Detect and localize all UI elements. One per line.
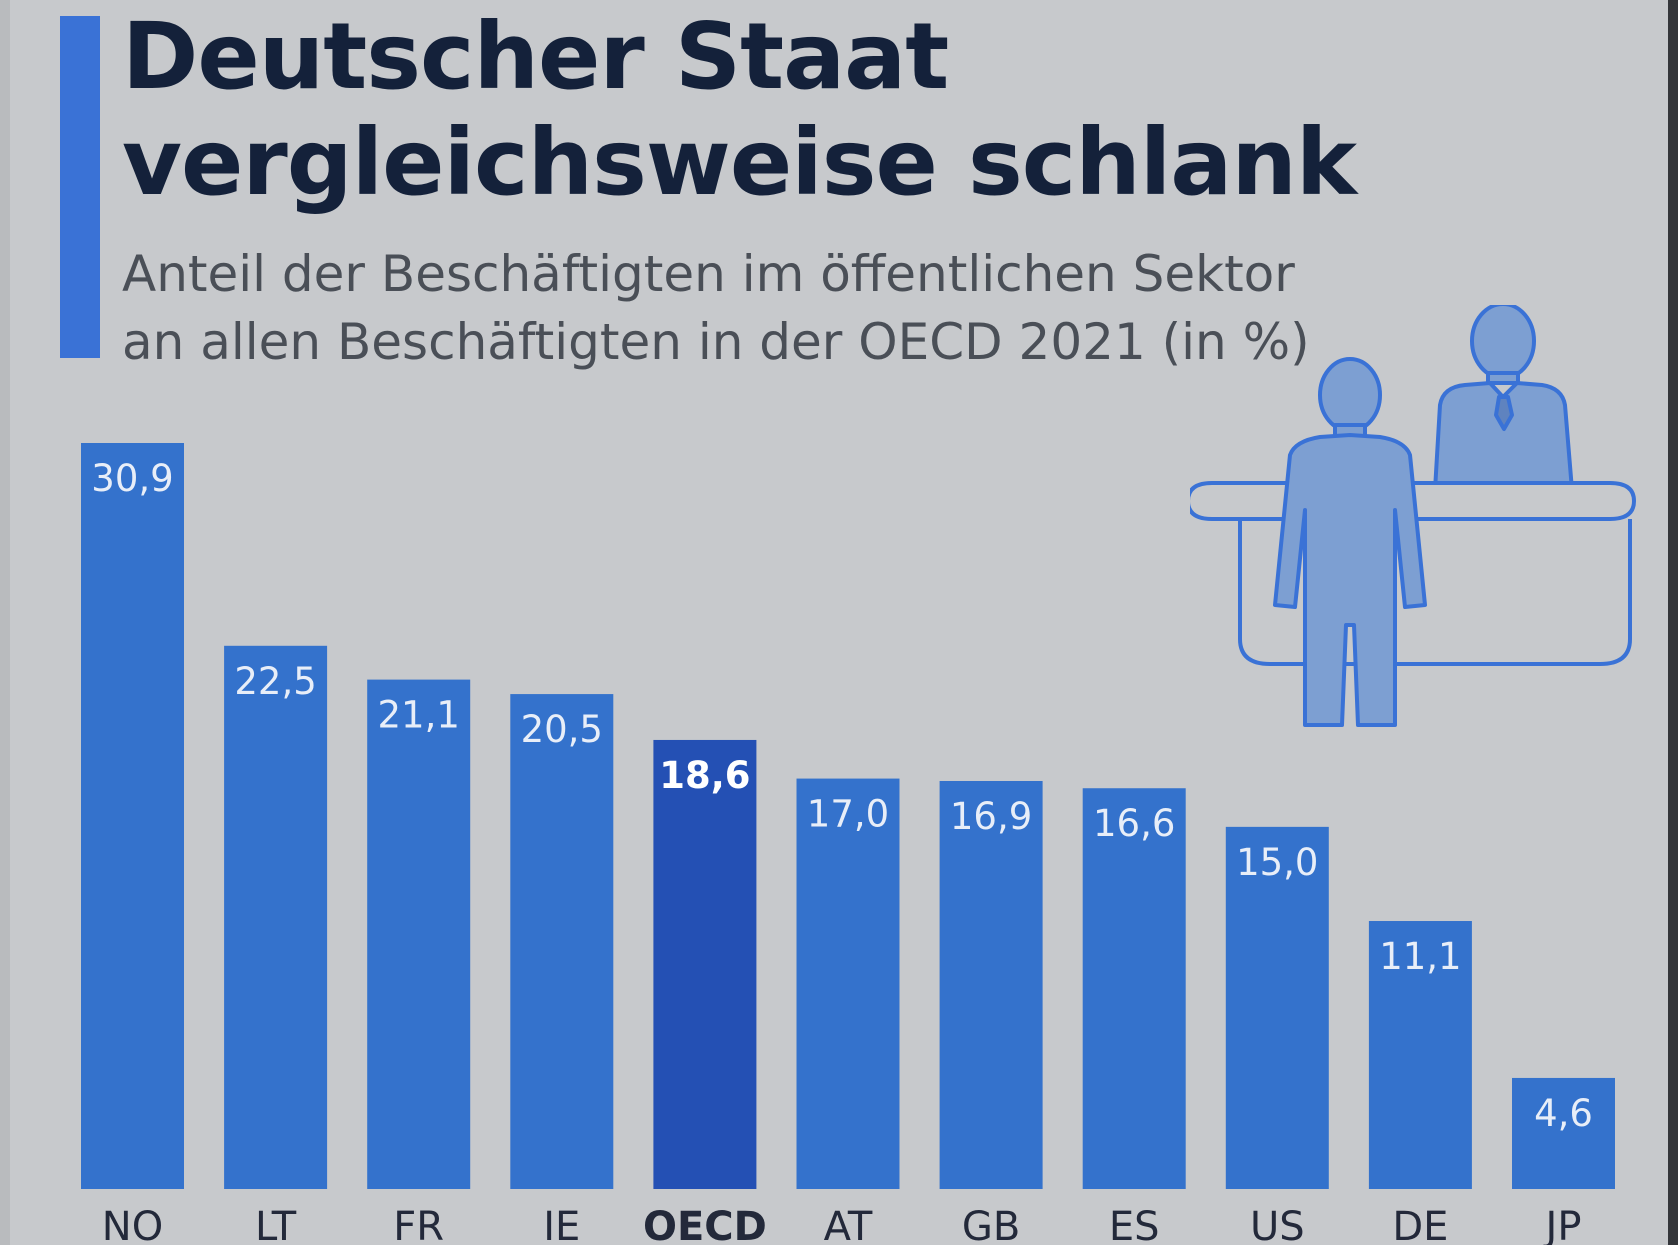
clerk-figure-icon [1433,305,1574,492]
bar-es [1082,788,1186,1189]
bar-ie [510,694,614,1189]
desk-body-icon [1238,519,1632,666]
category-label-ie: IE [543,1204,580,1245]
value-label-us: 15,0 [1236,841,1318,884]
chart-title: Deutscher Staat vergleichsweise schlank [122,4,1522,216]
category-label-lt: LT [255,1204,297,1245]
category-label-jp: JP [1543,1204,1582,1245]
bar-lt [224,645,328,1189]
value-label-fr: 21,1 [378,694,460,737]
subtitle-line-2: an allen Beschäftigten in der OECD 2021 … [122,313,1310,371]
value-label-de: 11,1 [1379,935,1461,978]
bar-oecd [653,739,757,1189]
category-label-de: DE [1392,1204,1448,1245]
category-label-gb: GB [962,1204,1020,1245]
title-line-1: Deutscher Staat [122,3,949,110]
subtitle-line-1: Anteil der Beschäftigten im öffentlichen… [122,245,1295,303]
left-edge-strip [0,0,10,1245]
value-label-es: 16,6 [1093,802,1175,845]
bar-de [1368,921,1472,1189]
chart-subtitle: Anteil der Beschäftigten im öffentlichen… [122,240,1422,376]
value-label-no: 30,9 [91,457,173,500]
bar-us [1225,826,1329,1189]
bar-at [796,778,900,1189]
category-label-us: US [1250,1204,1305,1245]
category-label-no: NO [102,1204,163,1245]
value-label-lt: 22,5 [234,660,316,703]
value-label-at: 17,0 [807,793,889,836]
bar-jp [1512,1077,1615,1189]
category-label-es: ES [1109,1204,1160,1245]
category-label-oecd: OECD [643,1204,767,1245]
bar-gb [939,780,1043,1189]
value-label-jp: 4,6 [1534,1092,1593,1135]
value-label-gb: 16,9 [950,795,1032,838]
customer-figure-icon [1273,357,1427,727]
bar-no [81,443,184,1189]
value-label-ie: 20,5 [521,708,603,751]
category-label-fr: FR [393,1204,444,1245]
bar-fr [367,679,471,1189]
title-line-2: vergleichsweise schlank [122,109,1357,216]
title-accent-bar [60,16,100,358]
value-label-oecd: 18,6 [659,754,750,797]
right-edge-strip [1668,0,1678,1245]
service-desk-people-icon [1190,305,1636,727]
category-label-at: AT [824,1204,873,1245]
